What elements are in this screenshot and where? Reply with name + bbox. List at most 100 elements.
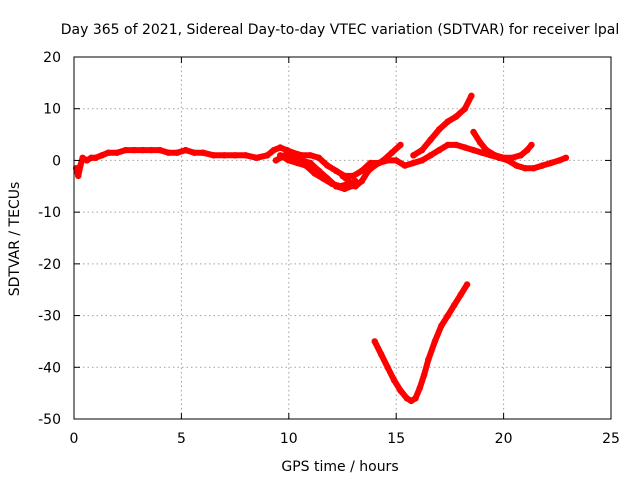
data-point (517, 152, 524, 159)
data-point (410, 152, 417, 159)
data-point (416, 384, 423, 392)
data-point (352, 183, 359, 190)
data-point (444, 141, 451, 149)
series-arc-3 (277, 152, 359, 190)
data-point (371, 162, 378, 169)
data-point (358, 177, 365, 185)
data-point (418, 146, 426, 154)
data-point (530, 165, 537, 172)
y-tick-label: 0 (52, 153, 61, 169)
data-point (156, 146, 164, 154)
data-point (320, 175, 327, 182)
data-point (528, 141, 535, 149)
data-point (556, 157, 563, 164)
data-point (513, 162, 520, 169)
data-point (242, 152, 249, 159)
chart-title: Day 365 of 2021, Sidereal Day-to-day VTE… (61, 22, 619, 38)
data-point (438, 322, 445, 330)
data-point (148, 146, 155, 154)
plot-border (73, 56, 612, 420)
y-tick-label: -20 (38, 257, 61, 273)
data-point (302, 162, 310, 169)
data-point (315, 154, 323, 161)
data-point (253, 154, 260, 161)
data-point (365, 167, 372, 174)
data-point (371, 338, 378, 345)
data-point (277, 144, 284, 151)
x-axis-label: GPS time / hours (281, 459, 398, 475)
data-point (476, 139, 484, 146)
data-point (427, 136, 434, 143)
data-point (397, 387, 404, 394)
data-series (72, 92, 570, 405)
data-point (277, 152, 284, 159)
data-point (453, 141, 460, 149)
y-tick-label: 20 (43, 50, 61, 66)
y-tick-label: -10 (38, 205, 61, 221)
data-point (444, 312, 451, 319)
x-tick-label: 0 (70, 431, 79, 447)
data-point (410, 159, 417, 167)
data-point (461, 144, 469, 151)
data-point (105, 149, 112, 156)
data-point (425, 356, 432, 363)
axis-ticks: 0 5 10 15 20 25 20 10 0 -10 -20 -30 -40 -50 (38, 50, 620, 447)
data-point (285, 157, 292, 164)
y-tick-label: -30 (38, 309, 61, 325)
data-point (191, 149, 198, 156)
data-point (264, 152, 271, 159)
data-point (378, 351, 385, 358)
data-point (470, 128, 477, 136)
data-point (457, 291, 464, 299)
data-point (412, 395, 419, 402)
data-point (431, 338, 439, 345)
data-point (562, 154, 570, 161)
data-point (337, 183, 344, 190)
data-point (461, 105, 469, 112)
data-point (539, 162, 546, 169)
data-point (420, 371, 428, 379)
data-point (483, 146, 490, 154)
data-point (283, 146, 290, 154)
data-point (324, 162, 331, 169)
data-point (113, 149, 121, 156)
data-point (468, 92, 475, 100)
data-point (393, 157, 400, 164)
data-point (500, 154, 507, 161)
data-point (130, 146, 138, 154)
data-point (451, 302, 458, 309)
data-point (463, 281, 471, 288)
data-point (173, 149, 181, 156)
data-point (358, 167, 365, 174)
data-point (491, 152, 499, 159)
data-point (307, 152, 314, 159)
data-point (390, 377, 398, 384)
data-point (444, 118, 451, 125)
data-point (231, 152, 239, 159)
data-point (289, 152, 297, 159)
data-point (470, 146, 477, 154)
data-point (524, 146, 531, 154)
data-point (339, 172, 346, 180)
x-tick-label: 25 (602, 431, 620, 447)
grid (74, 57, 611, 419)
y-tick-label: -50 (38, 412, 61, 428)
data-point (199, 149, 207, 156)
data-point (122, 146, 129, 154)
data-point (380, 157, 387, 164)
data-point (345, 177, 353, 185)
data-point (139, 146, 146, 154)
data-point (294, 159, 301, 167)
data-point (311, 170, 318, 177)
data-point (98, 152, 106, 159)
data-point (453, 113, 460, 120)
data-point (165, 149, 172, 156)
data-point (521, 165, 529, 172)
x-tick-label: 20 (495, 431, 513, 447)
data-point (270, 146, 277, 154)
data-point (350, 172, 357, 180)
data-point (328, 180, 335, 187)
data-point (397, 141, 404, 149)
